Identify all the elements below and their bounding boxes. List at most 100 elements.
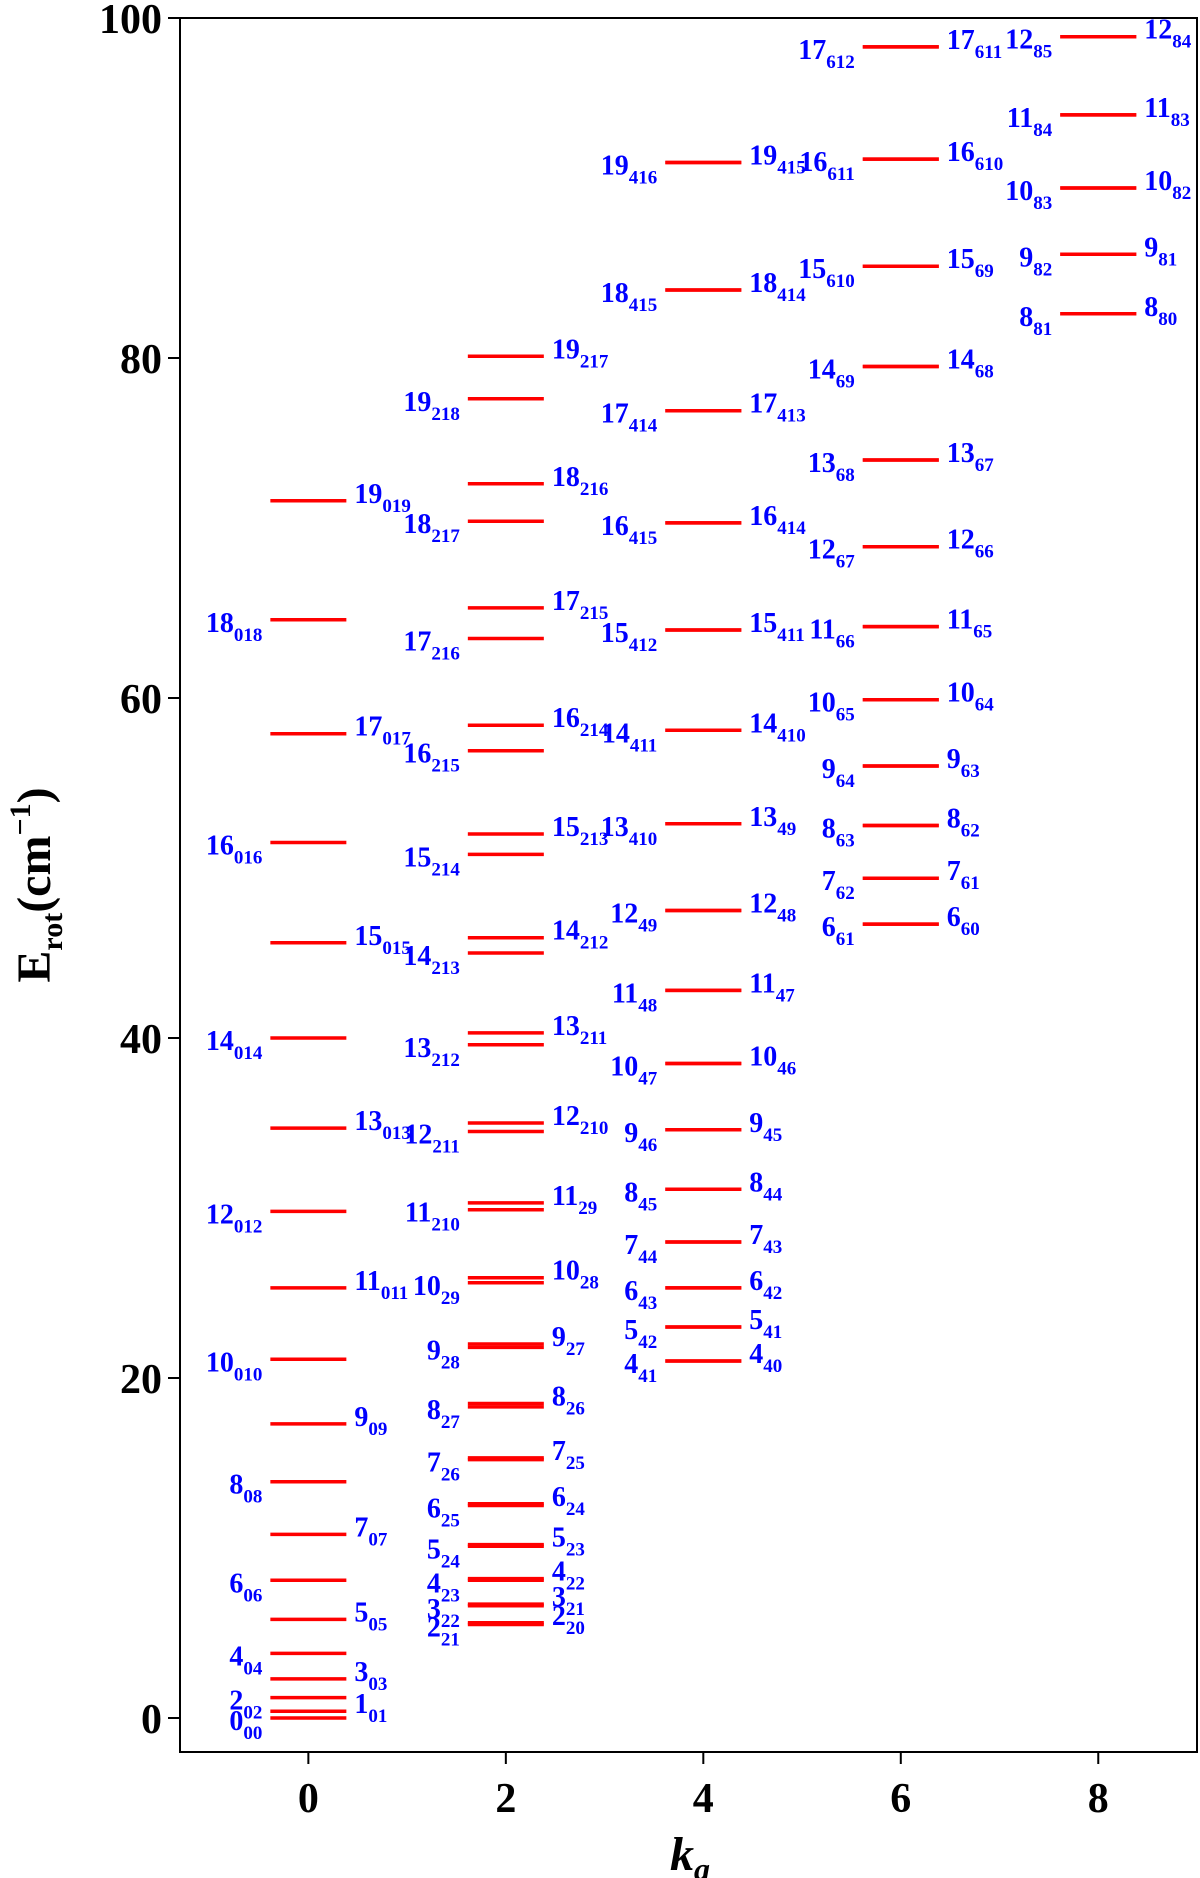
level-label-sub: 018 bbox=[234, 625, 263, 646]
level-label-j: 14 bbox=[808, 355, 836, 386]
level-label-sub: 415 bbox=[777, 158, 806, 179]
x-axis-title: ka bbox=[670, 1828, 710, 1878]
energy-level-label: 422 bbox=[552, 1557, 585, 1595]
energy-level-label: 982 bbox=[1019, 242, 1052, 280]
level-label-sub: 22 bbox=[566, 1574, 585, 1595]
energy-level-label: 963 bbox=[947, 744, 980, 782]
level-label-j: 13 bbox=[552, 1011, 580, 1042]
energy-level-label: 19415 bbox=[749, 141, 806, 179]
level-label-sub: 413 bbox=[777, 406, 806, 427]
energy-level-label: 880 bbox=[1144, 292, 1177, 330]
energy-level-label: 826 bbox=[552, 1382, 585, 1420]
energy-level-label: 12211 bbox=[404, 1120, 459, 1158]
level-label-j: 5 bbox=[427, 1534, 441, 1565]
level-label-j: 12 bbox=[610, 899, 638, 930]
energy-level-label: 423 bbox=[427, 1568, 460, 1606]
level-label-sub: 84 bbox=[1033, 120, 1053, 141]
level-label-sub: 211 bbox=[432, 1137, 459, 1158]
level-label-sub: 23 bbox=[441, 1585, 460, 1606]
level-label-sub: 84 bbox=[1172, 32, 1192, 53]
energy-level-label: 524 bbox=[427, 1534, 461, 1572]
energy-level-label: 17216 bbox=[403, 627, 460, 665]
energy-level-label: 1165 bbox=[947, 605, 992, 643]
level-label-j: 17 bbox=[601, 399, 629, 430]
level-label-j: 17 bbox=[403, 627, 431, 658]
level-label-sub: 27 bbox=[566, 1339, 586, 1360]
level-label-sub: 28 bbox=[441, 1352, 460, 1373]
level-label-j: 15 bbox=[798, 254, 826, 285]
level-label-sub: 49 bbox=[638, 916, 657, 937]
energy-level-label: 15412 bbox=[601, 618, 658, 656]
energy-level-label: 14212 bbox=[552, 916, 609, 954]
level-label-j: 13 bbox=[808, 448, 836, 479]
energy-level-label: 1569 bbox=[947, 244, 994, 282]
level-label-sub: 05 bbox=[368, 1614, 387, 1635]
energy-level-label: 15214 bbox=[403, 842, 460, 880]
energy-level-label: 1248 bbox=[749, 889, 796, 927]
level-label-sub: 69 bbox=[836, 372, 855, 393]
level-label-j: 13 bbox=[403, 1033, 431, 1064]
energy-level-label: 220 bbox=[552, 1601, 585, 1639]
level-label-sub: 82 bbox=[1172, 183, 1191, 204]
level-label-j: 16 bbox=[601, 511, 629, 542]
level-label-sub: 013 bbox=[382, 1123, 411, 1144]
level-label-sub: 20 bbox=[566, 1618, 585, 1639]
level-label-sub: 40 bbox=[763, 1356, 782, 1377]
energy-level-label: 1064 bbox=[947, 678, 995, 716]
level-label-j: 14 bbox=[206, 1026, 234, 1057]
level-label-j: 18 bbox=[552, 462, 580, 493]
level-label-sub: 03 bbox=[368, 1674, 387, 1695]
y-tick-label: 0 bbox=[141, 1697, 162, 1743]
energy-level-label: 927 bbox=[552, 1322, 586, 1360]
level-label-sub: 21 bbox=[566, 1599, 585, 1620]
level-label-sub: 80 bbox=[1158, 309, 1177, 330]
level-label-sub: 62 bbox=[836, 883, 855, 904]
level-label-j: 10 bbox=[413, 1271, 441, 1302]
level-label-j: 11 bbox=[947, 605, 973, 636]
level-label-sub: 00 bbox=[243, 1723, 262, 1744]
level-label-j: 19 bbox=[403, 387, 431, 418]
level-label-j: 9 bbox=[822, 754, 836, 785]
plot-frame bbox=[179, 17, 1198, 1753]
level-label-sub: 011 bbox=[381, 1283, 408, 1304]
level-label-sub: 63 bbox=[836, 831, 855, 852]
level-label-j: 15 bbox=[947, 244, 975, 275]
level-label-j: 12 bbox=[749, 889, 777, 920]
level-label-sub: 01 bbox=[368, 1706, 387, 1727]
energy-level-label: 725 bbox=[552, 1436, 585, 1474]
energy-level-label: 1249 bbox=[610, 899, 657, 937]
energy-level-label: 945 bbox=[749, 1108, 782, 1146]
level-label-sub: 215 bbox=[431, 756, 460, 777]
level-label-sub: 43 bbox=[638, 1293, 657, 1314]
level-label-j: 7 bbox=[354, 1512, 368, 1543]
level-label-j: 8 bbox=[822, 814, 836, 845]
energy-level-label: 661 bbox=[822, 912, 855, 950]
level-label-j: 0 bbox=[229, 1706, 243, 1737]
level-label-sub: 015 bbox=[382, 938, 411, 959]
level-label-j: 3 bbox=[552, 1582, 566, 1613]
energy-level-label: 1065 bbox=[808, 688, 855, 726]
level-label-j: 15 bbox=[601, 618, 629, 649]
level-label-j: 11 bbox=[1007, 103, 1033, 134]
energy-level-label: 1469 bbox=[808, 355, 855, 393]
energy-level-label: 1284 bbox=[1144, 15, 1192, 53]
y-tick-label: 40 bbox=[120, 1017, 162, 1063]
level-label-sub: 83 bbox=[1033, 193, 1052, 214]
level-label-j: 8 bbox=[552, 1382, 566, 1413]
level-label-sub: 02 bbox=[243, 1703, 262, 1724]
energy-level-label: 18414 bbox=[749, 268, 806, 306]
energy-level-label: 808 bbox=[229, 1470, 262, 1508]
level-label-j: 6 bbox=[427, 1494, 441, 1525]
level-label-sub: 24 bbox=[566, 1499, 586, 1520]
energy-level-label: 827 bbox=[427, 1395, 461, 1433]
level-label-j: 18 bbox=[403, 509, 431, 540]
level-label-sub: 83 bbox=[1171, 110, 1190, 131]
level-label-sub: 08 bbox=[243, 1487, 262, 1508]
energy-level-label: 321 bbox=[552, 1582, 585, 1620]
level-label-j: 9 bbox=[947, 744, 961, 775]
level-label-sub: 25 bbox=[566, 1453, 585, 1474]
level-label-sub: 48 bbox=[777, 906, 796, 927]
energy-level-label: 844 bbox=[749, 1167, 783, 1205]
level-label-j: 14 bbox=[947, 345, 975, 376]
energy-level-label: 303 bbox=[354, 1657, 387, 1695]
